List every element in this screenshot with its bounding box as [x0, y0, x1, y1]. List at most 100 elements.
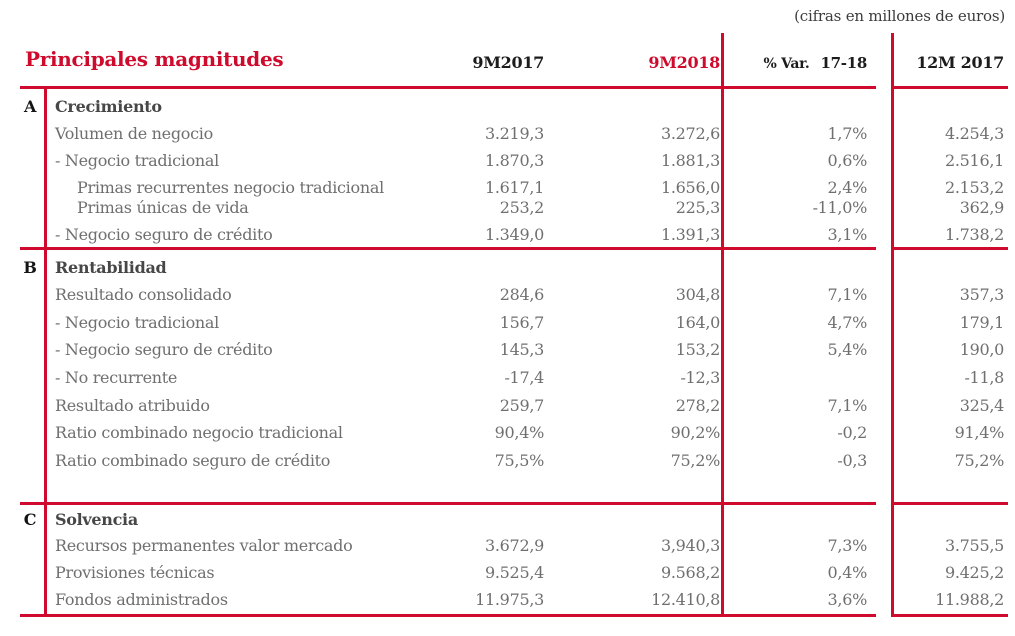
header-rule-right [891, 86, 1008, 89]
section-a-b-rule-right [891, 247, 1008, 250]
cell-var: 0,4% [827, 563, 868, 582]
cell-v3: 75,2% [954, 451, 1005, 470]
cell-v2: 278,2 [675, 396, 721, 415]
row-label: Provisiones técnicas [55, 563, 215, 582]
row-label: Resultado consolidado [55, 285, 232, 304]
header-rule-left [20, 86, 876, 89]
row-label: Volumen de negocio [55, 124, 213, 143]
section-title: Rentabilidad [55, 258, 167, 277]
cell-v2: 225,3 [675, 198, 721, 217]
cell-v1: 145,3 [499, 340, 545, 359]
table-row: Ratio combinado seguro de crédito 75,5% 75… [0, 451, 1015, 471]
cell-v1: 1.870,3 [485, 151, 544, 170]
row-label: Fondos administrados [55, 590, 228, 609]
cell-v3: 179,1 [959, 313, 1005, 332]
table-row: Volumen de negocio 3.219,3 3.272,6 1,7% 4.25… [0, 124, 1015, 144]
table-title: Principales magnitudes [25, 47, 284, 71]
cell-v1: -17,4 [504, 368, 544, 387]
cell-v3: 3.755,5 [945, 536, 1004, 555]
cell-v3: 4.254,3 [945, 124, 1004, 143]
cell-var: 0,6% [827, 151, 868, 170]
section-header-row: A Crecimiento [0, 97, 1015, 117]
cell-v2: 1.881,3 [661, 151, 720, 170]
section-a-b-rule-left [20, 247, 876, 250]
cell-v2: 90,2% [670, 423, 721, 442]
cell-var: 7,3% [827, 536, 868, 555]
table-row: Provisiones técnicas 9.525,4 9.568,2 0,4% 9.… [0, 563, 1015, 583]
table-row: Primas únicas de vida 253,2 225,3 -11,0% 362… [0, 198, 1015, 218]
cell-v3: 91,4% [954, 423, 1005, 442]
cell-v2: 153,2 [675, 340, 721, 359]
row-label: - Negocio seguro de crédito [55, 225, 273, 244]
column-header-var: % Var. 17-18 [763, 53, 868, 72]
row-label: Primas únicas de vida [77, 198, 249, 217]
cell-v2: 164,0 [675, 313, 721, 332]
row-label: Resultado atribuido [55, 396, 210, 415]
row-label: - Negocio tradicional [55, 313, 219, 332]
table-row: - Negocio seguro de crédito 1.349,0 1.391,… [0, 225, 1015, 245]
cell-var: -0,2 [837, 423, 867, 442]
bottom-rule-right [891, 614, 1008, 617]
section-header-row: B Rentabilidad [0, 258, 1015, 278]
cell-v1: 284,6 [499, 285, 545, 304]
table-row: Fondos administrados 11.975,3 12.410,8 3,6%… [0, 590, 1015, 610]
section-title: Crecimiento [55, 97, 162, 116]
row-label: Primas recurrentes negocio tradicional [77, 178, 384, 197]
cell-v2: 9.568,2 [661, 563, 720, 582]
table-row: Resultado consolidado 284,6 304,8 7,1% 357,3 [0, 285, 1015, 305]
table-row: - Negocio tradicional 156,7 164,0 4,7% 179,1 [0, 313, 1015, 333]
cell-var: 5,4% [827, 340, 868, 359]
cell-v1: 1.617,1 [485, 178, 544, 197]
column-header-12m2017: 12M 2017 [916, 53, 1004, 72]
cell-v1: 9.525,4 [485, 563, 544, 582]
cell-v1: 156,7 [499, 313, 545, 332]
table-row: Ratio combinado negocio tradicional 90,4%… [0, 423, 1015, 443]
var-label: % Var. [763, 56, 810, 72]
cell-var: 7,1% [827, 396, 868, 415]
section-letter: B [23, 258, 37, 277]
cell-v1: 90,4% [494, 423, 545, 442]
left-column-divider [44, 88, 47, 616]
cell-v1: 259,7 [499, 396, 545, 415]
units-note: (cifras en millones de euros) [794, 7, 1005, 25]
bottom-rule-left [20, 614, 876, 617]
cell-var: -0,3 [837, 451, 867, 470]
cell-v2: 304,8 [675, 285, 721, 304]
table-row: - Negocio seguro de crédito 145,3 153,2 5,4… [0, 340, 1015, 360]
table-row: Primas recurrentes negocio tradicional 1.… [0, 178, 1015, 198]
cell-v2: -12,3 [680, 368, 720, 387]
var-column-divider [721, 33, 724, 616]
table-row: - No recurrente -17,4 -12,3 -11,8 [0, 368, 1015, 388]
cell-v1: 3.672,9 [485, 536, 544, 555]
cell-v3: 362,9 [959, 198, 1005, 217]
cell-v3: 1.738,2 [945, 225, 1004, 244]
column-header-9m2017: 9M2017 [472, 53, 544, 72]
row-label: - No recurrente [55, 368, 178, 387]
section-title: Solvencia [55, 510, 138, 529]
table-row: Resultado atribuido 259,7 278,2 7,1% 325,4 [0, 396, 1015, 416]
cell-v2: 1.656,0 [661, 178, 720, 197]
row-label: Ratio combinado negocio tradicional [55, 423, 343, 442]
cell-var: 4,7% [827, 313, 868, 332]
row-label: - Negocio tradicional [55, 151, 219, 170]
cell-v1: 11.975,3 [475, 590, 544, 609]
var-range: 17-18 [820, 54, 868, 72]
cell-v2: 12.410,8 [651, 590, 720, 609]
cell-v1: 75,5% [494, 451, 545, 470]
section-c-rule-left [20, 502, 876, 505]
cell-var: 2,4% [827, 178, 868, 197]
cell-v2: 1.391,3 [661, 225, 720, 244]
row-label: Recursos permanentes valor mercado [55, 536, 353, 555]
cell-var: 3,6% [827, 590, 868, 609]
cell-var: 7,1% [827, 285, 868, 304]
cell-v2: 3,940,3 [661, 536, 720, 555]
cell-var: 1,7% [827, 124, 868, 143]
cell-v1: 1.349,0 [485, 225, 544, 244]
cell-v2: 75,2% [670, 451, 721, 470]
section-letter: C [23, 510, 37, 529]
column-header-9m2018: 9M2018 [648, 53, 720, 72]
cell-v1: 3.219,3 [485, 124, 544, 143]
cell-v3: 9.425,2 [945, 563, 1004, 582]
cell-v3: 2.153,2 [945, 178, 1004, 197]
